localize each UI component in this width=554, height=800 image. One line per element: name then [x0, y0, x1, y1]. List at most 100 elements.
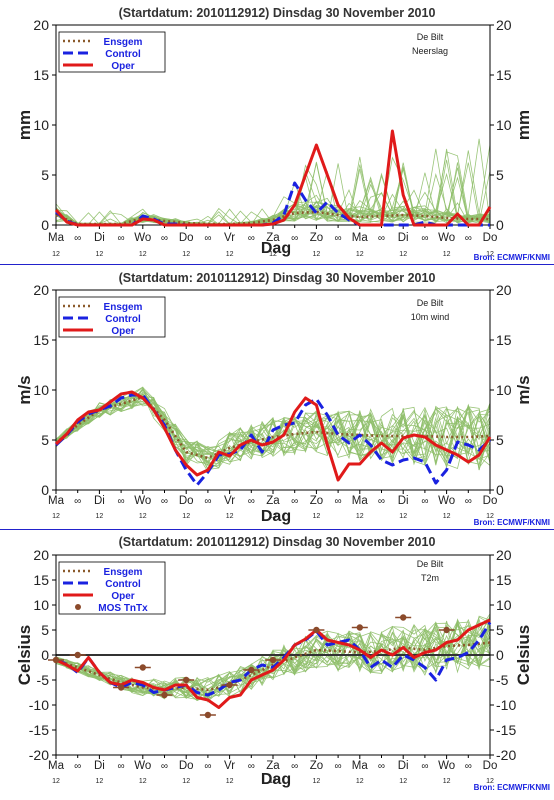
x-noon-label: 12: [356, 778, 364, 785]
station-label: De Bilt: [417, 32, 444, 42]
ensemble-member-line: [55, 393, 491, 465]
y-tick-label-left: 15: [33, 332, 49, 348]
y-tick-label-left: 10: [33, 382, 49, 398]
legend-label-ensgem: Ensgem: [104, 302, 143, 313]
y-tick-label-left: 20: [33, 282, 49, 298]
y-tick-label-left: 20: [33, 547, 49, 563]
y-axis-label-left: Celsius: [15, 625, 34, 685]
y-tick-label-right: 5: [496, 432, 504, 448]
y-tick-label-left: 10: [33, 117, 49, 133]
x-midnight-symbol: ∞: [161, 496, 168, 507]
x-axis-label: Dag: [261, 508, 291, 525]
x-day-label: Ma: [48, 232, 65, 244]
x-day-label: Wo: [134, 760, 151, 772]
x-day-label: Zo: [310, 760, 323, 772]
x-noon-label: 12: [313, 513, 321, 520]
x-midnight-symbol: ∞: [118, 233, 125, 244]
x-midnight-symbol: ∞: [335, 761, 342, 772]
x-midnight-symbol: ∞: [465, 233, 472, 244]
legend-label-oper: Oper: [111, 591, 134, 602]
mos-points: [48, 614, 455, 719]
mos-point: [443, 626, 450, 634]
x-noon-label: 12: [399, 778, 407, 785]
legend-label-mos: MOS TnTx: [98, 603, 148, 614]
y-axis-label-left: mm: [15, 110, 34, 140]
ensemble-member-line: [55, 202, 491, 225]
x-midnight-symbol: ∞: [161, 233, 168, 244]
x-day-label: Za: [266, 495, 280, 507]
mos-point: [226, 681, 233, 689]
x-noon-label: 12: [443, 778, 451, 785]
x-noon-label: 12: [486, 778, 494, 785]
y-tick-label-left: 0: [41, 217, 49, 233]
y-tick-label-right: 5: [496, 167, 504, 183]
x-day-label: Do: [483, 232, 498, 244]
ensemble-member-line: [55, 396, 491, 467]
x-noon-label: 12: [313, 778, 321, 785]
x-noon-label: 12: [139, 251, 147, 258]
x-day-label: Zo: [310, 495, 323, 507]
x-midnight-symbol: ∞: [291, 233, 298, 244]
y-tick-label-left: 15: [33, 572, 49, 588]
variable-label: T2m: [421, 573, 439, 583]
x-midnight-symbol: ∞: [421, 233, 428, 244]
y-tick-label-left: 15: [33, 67, 49, 83]
y-tick-label-left: -15: [29, 722, 49, 738]
x-noon-label: 12: [139, 513, 147, 520]
x-axis-label: Dag: [261, 771, 291, 788]
y-tick-label-right: -15: [496, 722, 516, 738]
x-noon-label: 12: [52, 513, 60, 520]
series-line-oper: [54, 390, 492, 482]
mos-point: [204, 711, 212, 719]
mos-point: [74, 651, 81, 659]
legend-swatch-mos: [75, 604, 81, 610]
x-day-label: Do: [179, 760, 194, 772]
x-noon-label: 12: [226, 251, 234, 258]
x-noon-label: 12: [313, 251, 321, 258]
source-label: Bron: ECMWF/KNMI: [474, 253, 550, 262]
y-tick-label-right: 10: [496, 117, 512, 133]
panel-3: (Startdatum: 2010112912) Dinsdag 30 Nove…: [15, 535, 550, 792]
mos-point: [400, 614, 407, 621]
x-day-label: Vr: [224, 232, 235, 244]
x-day-label: Di: [398, 495, 409, 507]
station-label: De Bilt: [417, 298, 444, 308]
mos-point: [356, 624, 363, 631]
y-tick-label-left: 0: [41, 482, 49, 498]
mos-point: [161, 691, 168, 699]
source-label: Bron: ECMWF/KNMI: [474, 518, 550, 527]
mos-point: [139, 664, 146, 671]
y-tick-label-right: 5: [496, 622, 504, 638]
x-day-label: Di: [398, 760, 409, 772]
ensemble-members: [55, 138, 491, 226]
x-day-label: Ma: [48, 495, 65, 507]
x-day-label: Di: [94, 495, 105, 507]
chart-title: (Startdatum: 2010112912) Dinsdag 30 Nove…: [119, 271, 436, 285]
y-tick-label-right: 0: [496, 482, 504, 498]
mos-point: [313, 626, 320, 634]
x-day-label: Di: [398, 232, 409, 244]
y-tick-label-left: 5: [41, 622, 49, 638]
y-tick-label-left: 5: [41, 432, 49, 448]
ensemble-member-line: [55, 391, 491, 462]
x-day-label: Vr: [224, 760, 235, 772]
x-noon-label: 12: [52, 251, 60, 258]
series-line-control: [55, 621, 492, 697]
mos-point: [248, 666, 255, 674]
x-noon-label: 12: [96, 513, 104, 520]
y-axis-label-right: Celsius: [514, 625, 533, 685]
variable-label: 10m wind: [411, 312, 450, 322]
x-midnight-symbol: ∞: [74, 496, 81, 507]
series-line-control: [54, 393, 492, 487]
y-axis-label-right: mm: [514, 110, 533, 140]
y-tick-label-left: -10: [29, 697, 49, 713]
x-day-label: Za: [266, 232, 280, 244]
x-day-label: Ma: [48, 760, 65, 772]
x-midnight-symbol: ∞: [291, 761, 298, 772]
y-tick-label-left: 5: [41, 167, 49, 183]
y-tick-label-left: 0: [41, 647, 49, 663]
ensemble-member-line: [55, 148, 491, 226]
panel-2: (Startdatum: 2010112912) Dinsdag 30 Nove…: [15, 271, 550, 527]
x-midnight-symbol: ∞: [248, 761, 255, 772]
